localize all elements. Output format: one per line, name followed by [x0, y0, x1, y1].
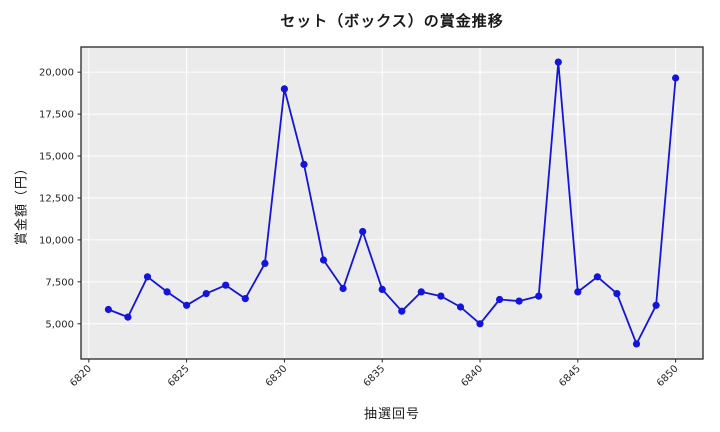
- data-point-6832: [319, 256, 328, 264]
- grid: [81, 47, 703, 359]
- y-tick-label: 10,000: [39, 235, 74, 246]
- data-point-6831: [300, 160, 308, 168]
- data-point-6834: [359, 227, 367, 236]
- x-axis-label: 抽選回号: [363, 407, 420, 422]
- data-point-6833: [339, 284, 347, 293]
- data-point-6850: [672, 74, 680, 82]
- data-point-6829: [261, 259, 269, 267]
- data-point-6838: [437, 292, 445, 300]
- data-point-6822: [124, 313, 132, 321]
- y-axis-label: 賞金額（円）: [14, 160, 30, 246]
- series-markers: [104, 58, 680, 348]
- data-point-6835: [378, 285, 386, 293]
- data-point-6841: [496, 295, 504, 304]
- y-tick-label: 15,000: [39, 152, 74, 163]
- data-point-6849: [652, 301, 660, 309]
- plot-area: [81, 47, 703, 359]
- y-tick-label: 7,500: [45, 277, 74, 288]
- y-tick-label: 5,000: [45, 319, 74, 330]
- data-point-6828: [241, 295, 249, 303]
- x-tick-label: 6830: [264, 363, 290, 389]
- data-point-6824: [163, 288, 171, 296]
- chart-title: セット（ボックス）の賞金推移: [280, 12, 504, 30]
- x-tick-label: 6835: [362, 363, 388, 389]
- data-point-6830: [280, 85, 288, 93]
- data-point-6846: [593, 273, 602, 281]
- data-point-6848: [632, 340, 641, 348]
- y-tick-label: 12,500: [39, 193, 74, 204]
- x-tick-label: 6820: [68, 363, 94, 389]
- data-point-6843: [535, 292, 543, 300]
- data-point-6823: [143, 273, 152, 281]
- data-point-6844: [554, 58, 562, 66]
- data-point-6847: [613, 290, 621, 298]
- data-point-6840: [476, 320, 484, 328]
- x-tick-label: 6825: [166, 363, 192, 389]
- x-tick-label: 6845: [557, 363, 583, 389]
- y-tick-label: 17,500: [39, 110, 74, 121]
- data-point-6827: [222, 281, 230, 289]
- y-tick-label: 20,000: [39, 68, 74, 79]
- data-point-6839: [456, 303, 465, 311]
- x-tick-label: 6850: [655, 363, 681, 389]
- data-point-6821: [104, 305, 112, 314]
- x-tick-label: 6840: [459, 363, 485, 389]
- data-point-6842: [515, 297, 523, 305]
- data-point-6825: [183, 301, 191, 309]
- data-point-6837: [417, 288, 425, 296]
- data-point-6836: [398, 307, 406, 315]
- series-line: [107, 61, 677, 345]
- data-point-6826: [202, 290, 210, 298]
- plot-frame: [80, 46, 704, 360]
- data-point-6845: [574, 288, 582, 296]
